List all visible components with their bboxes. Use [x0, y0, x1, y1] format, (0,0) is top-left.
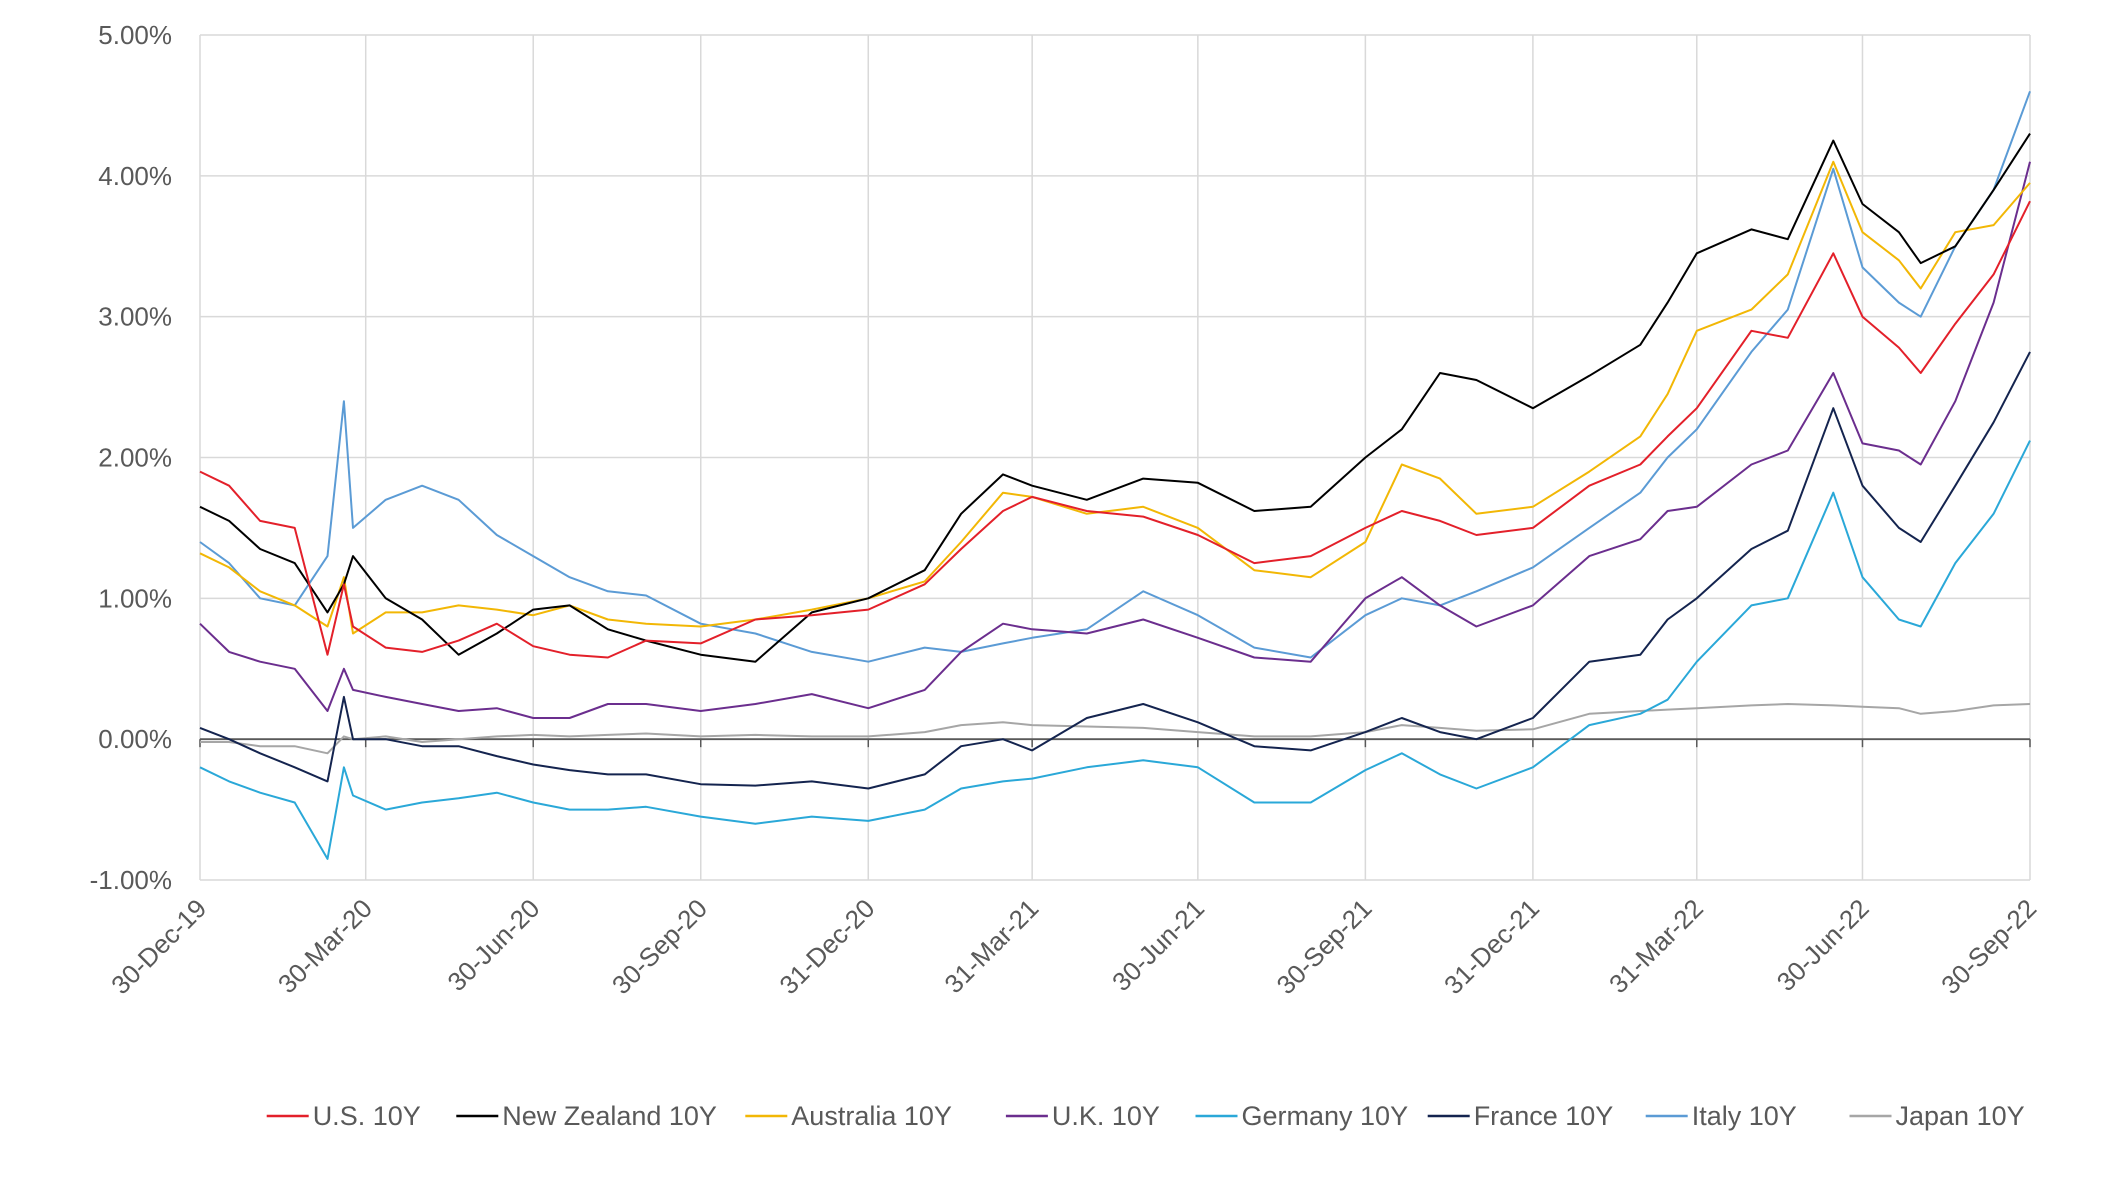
x-tick-label: 30-Jun-22 — [1771, 893, 1875, 997]
y-tick-label: 3.00% — [98, 302, 172, 332]
x-tick-label: 30-Mar-20 — [272, 893, 378, 999]
series-line — [200, 703, 2031, 755]
legend-item: Japan 10Y — [1849, 1101, 2025, 1131]
legend-label: Italy 10Y — [1692, 1101, 1797, 1131]
legend-label: U.K. 10Y — [1052, 1101, 1160, 1131]
legend-item: France 10Y — [1427, 1101, 1614, 1131]
x-tick-label: 31-Mar-21 — [938, 893, 1044, 999]
y-tick-label: 2.00% — [98, 443, 172, 473]
series-line — [199, 351, 2031, 790]
y-tick-label: 1.00% — [98, 583, 172, 613]
series-line — [199, 133, 2031, 663]
x-tick-label: 30-Sep-21 — [1271, 893, 1378, 1000]
legend-item: Germany 10Y — [1195, 1101, 1409, 1131]
y-tick-label: 4.00% — [98, 161, 172, 191]
legend-item: U.S. 10Y — [266, 1101, 421, 1131]
series-line — [199, 160, 2031, 635]
y-axis: -1.00% 0.00% 1.00% 2.00% 3.00% 4.00% 5.00% — [90, 20, 172, 895]
legend-label: Japan 10Y — [1896, 1101, 2025, 1131]
y-tick-label: 0.00% — [98, 724, 172, 754]
legend-item: Australia 10Y — [745, 1101, 952, 1131]
gridlines — [199, 34, 2031, 881]
series-line — [199, 440, 2031, 860]
x-tick-label: 31-Dec-21 — [1438, 893, 1545, 1000]
x-tick-label: 30-Sep-20 — [606, 893, 713, 1000]
x-tick-label: 30-Jun-20 — [441, 893, 545, 997]
series-line — [199, 161, 2031, 719]
series-lines — [199, 90, 2031, 860]
legend-label: Australia 10Y — [791, 1101, 952, 1131]
legend-item: U.K. 10Y — [1005, 1101, 1160, 1131]
x-tick-label: 30-Sep-22 — [1935, 893, 2042, 1000]
legend-item: New Zealand 10Y — [456, 1101, 717, 1131]
legend: U.S. 10Y New Zealand 10Y Australia 10Y U.K.… — [266, 1101, 2025, 1131]
x-tick-label: 31-Dec-20 — [773, 893, 880, 1000]
series-line — [199, 200, 2031, 659]
legend-label: U.S. 10Y — [313, 1101, 421, 1131]
legend-label: New Zealand 10Y — [502, 1101, 717, 1131]
series-line — [199, 90, 2031, 663]
y-tick-label: 5.00% — [98, 20, 172, 50]
x-tick-label: 30-Dec-19 — [105, 893, 212, 1000]
legend-label: Germany 10Y — [1242, 1101, 1409, 1131]
x-tick-label: 31-Mar-22 — [1603, 893, 1709, 999]
legend-label: France 10Y — [1474, 1101, 1614, 1131]
x-axis: 30-Dec-19 30-Mar-20 30-Jun-20 30-Sep-20 31-D… — [105, 893, 2042, 1000]
legend-item: Italy 10Y — [1645, 1101, 1797, 1131]
x-tick-label: 30-Jun-21 — [1106, 893, 1210, 997]
y-tick-label: -1.00% — [90, 865, 172, 895]
